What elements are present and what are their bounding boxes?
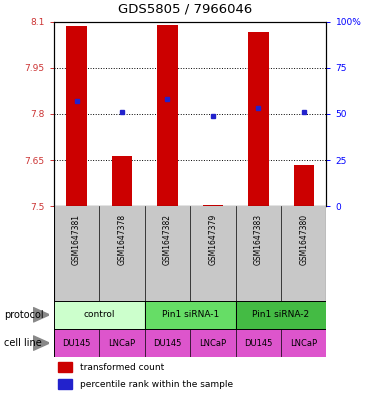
Text: GSM1647382: GSM1647382 [163, 214, 172, 265]
Bar [58, 362, 72, 372]
Bar [157, 25, 178, 206]
Text: GSM1647380: GSM1647380 [299, 214, 308, 265]
Bar [99, 329, 145, 357]
Text: LNCaP: LNCaP [290, 339, 317, 347]
Text: DU145: DU145 [244, 339, 272, 347]
Text: protocol: protocol [4, 310, 44, 320]
Text: Pin1 siRNA-2: Pin1 siRNA-2 [253, 310, 309, 319]
Bar [203, 205, 223, 206]
Polygon shape [33, 336, 49, 350]
Text: Pin1 siRNA-1: Pin1 siRNA-1 [161, 310, 219, 319]
Bar [58, 379, 72, 389]
Polygon shape [33, 308, 49, 322]
Text: GSM1647381: GSM1647381 [72, 214, 81, 265]
Bar [66, 26, 87, 206]
Text: DU145: DU145 [62, 339, 91, 347]
Text: transformed count: transformed count [80, 363, 164, 372]
Bar [145, 329, 190, 357]
Bar [190, 329, 236, 357]
Bar [145, 301, 236, 329]
Text: GDS5805 / 7966046: GDS5805 / 7966046 [118, 2, 253, 15]
Text: LNCaP: LNCaP [199, 339, 226, 347]
Text: GSM1647379: GSM1647379 [209, 214, 217, 265]
Bar [281, 206, 326, 301]
Text: DU145: DU145 [153, 339, 181, 347]
Text: LNCaP: LNCaP [108, 339, 135, 347]
Bar [99, 206, 145, 301]
Bar [54, 301, 145, 329]
Text: cell line: cell line [4, 338, 42, 348]
Bar [145, 206, 190, 301]
Bar [54, 329, 99, 357]
Text: control: control [83, 310, 115, 319]
Bar [190, 206, 236, 301]
Bar [248, 32, 269, 206]
Bar [281, 329, 326, 357]
Text: GSM1647378: GSM1647378 [118, 214, 127, 265]
Text: GSM1647383: GSM1647383 [254, 214, 263, 265]
Bar [236, 206, 281, 301]
Bar [236, 301, 326, 329]
Bar [112, 156, 132, 206]
Bar [293, 165, 314, 206]
Text: percentile rank within the sample: percentile rank within the sample [80, 380, 233, 389]
Bar [54, 206, 99, 301]
Bar [236, 329, 281, 357]
